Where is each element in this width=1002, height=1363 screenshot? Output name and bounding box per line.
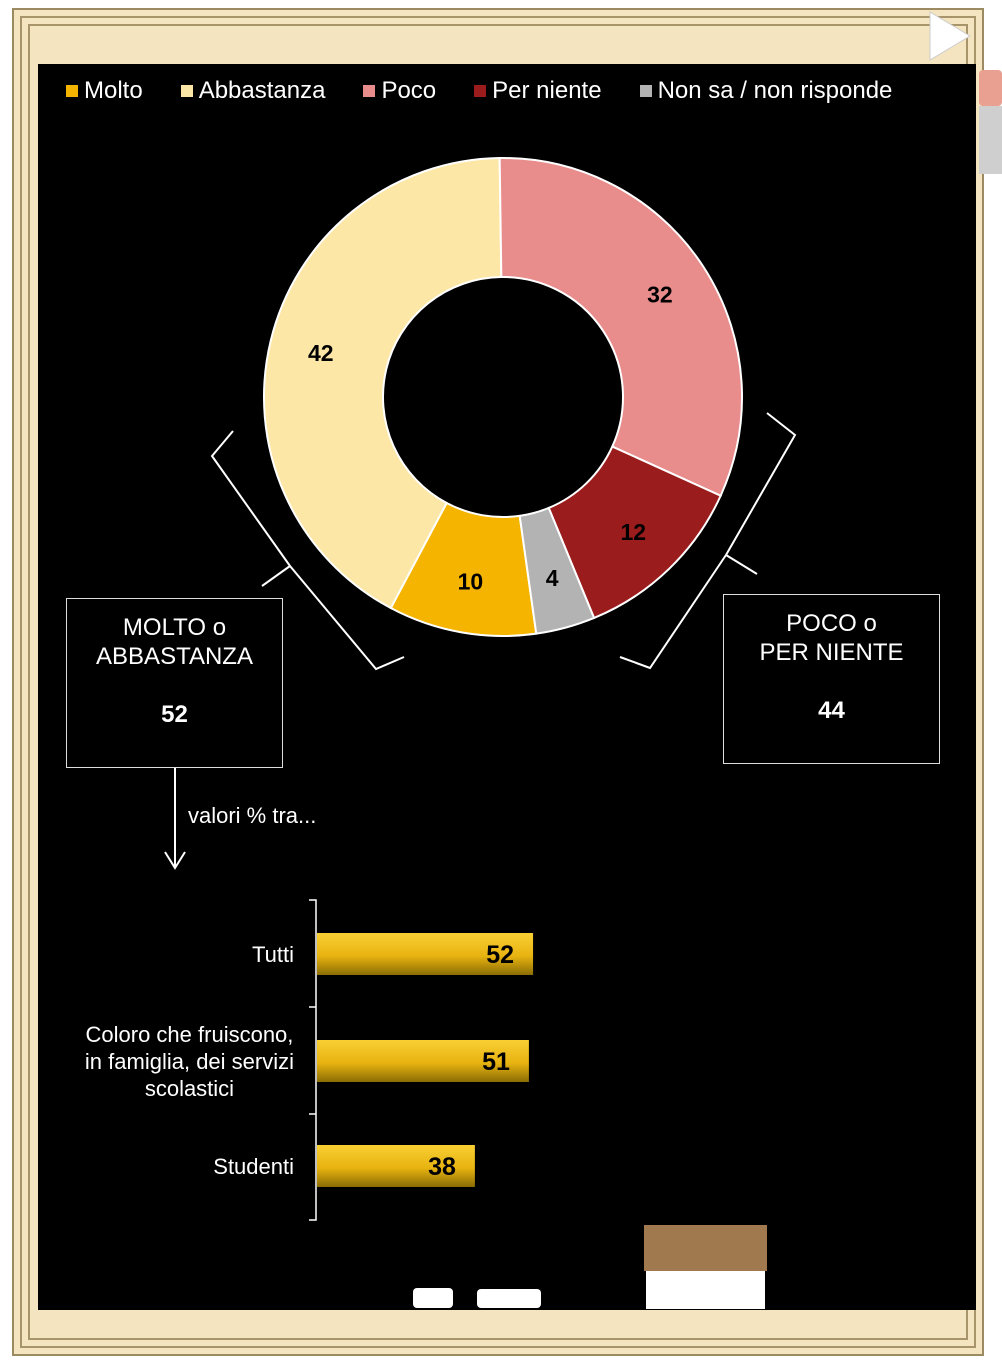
chalk-piece-long (477, 1289, 541, 1308)
legend-swatch-poco (363, 85, 376, 97)
chart-legend: Molto Abbastanza Poco Per niente Non sa … (66, 76, 892, 106)
bar-chart: 52 51 38 (309, 899, 534, 1221)
legend-item-abbastanza: Abbastanza (180, 77, 326, 105)
summary-left-value: 52 (161, 701, 188, 728)
donut-slice-poco (498, 157, 743, 498)
bar-axis (309, 899, 317, 1221)
legend-label-molto: Molto (84, 77, 143, 104)
legend-label-non-sa: Non sa / non risponde (657, 77, 893, 104)
eraser-base (646, 1271, 765, 1309)
summary-box-molto-abbastanza: MOLTO o ABBASTANZA 52 (66, 598, 283, 768)
donut-label-abbastanza: 42 (308, 340, 334, 366)
bar-category-label-2: Studenti (213, 1153, 294, 1179)
legend-label-poco: Poco (381, 77, 437, 104)
chalk-piece (413, 1288, 453, 1308)
summary-left-line2: ABBASTANZA (96, 643, 253, 670)
legend-swatch-non-sa (639, 85, 652, 97)
bar-category-label-0: Tutti (252, 941, 294, 967)
donut-label-per-niente: 12 (620, 519, 646, 545)
summary-right-value: 44 (818, 697, 845, 724)
eraser-felt (644, 1225, 767, 1271)
legend-swatch-molto (66, 85, 78, 97)
pencil-tip (929, 11, 971, 61)
donut-slice-abbastanza (263, 157, 503, 610)
left-bracket (210, 430, 405, 671)
donut-slice-non-sa (518, 506, 596, 635)
donut-chart: 10 42 32 12 4 (263, 157, 743, 637)
summary-right-line2: PER NIENTE (759, 639, 904, 666)
bar-value-label-2: 38 (428, 1153, 456, 1181)
summary-left-line1: MOLTO o (122, 614, 227, 641)
legend-item-non-sa: Non sa / non risponde (639, 77, 893, 105)
bar-1 (317, 1040, 529, 1082)
bar-value-label-0: 52 (486, 941, 514, 969)
legend-item-per-niente: Per niente (474, 77, 602, 105)
donut-label-molto: 10 (458, 569, 484, 595)
pencil-eraser (979, 70, 1002, 106)
pencil-decoration (929, 11, 1002, 174)
summary-right-line1: POCO o (786, 610, 877, 637)
bar-value-label-1: 51 (482, 1048, 510, 1076)
donut-label-poco: 32 (647, 281, 673, 307)
legend-swatch-abbastanza (180, 85, 193, 97)
legend-swatch-per-niente (474, 85, 487, 97)
bar-category-label-1: Coloro che fruiscono, in famiglia, dei se… (84, 1021, 294, 1101)
down-arrow-icon (164, 768, 186, 870)
values-note: valori % tra... (188, 803, 317, 828)
legend-label-per-niente: Per niente (492, 77, 602, 104)
pencil-ferrule (979, 106, 1002, 174)
legend-label-abbastanza: Abbastanza (198, 77, 326, 104)
legend-item-poco: Poco (363, 77, 436, 105)
summary-box-poco-per-niente: POCO o PER NIENTE 44 (723, 594, 940, 764)
bar-0 (317, 933, 534, 975)
bar-2 (317, 1145, 475, 1187)
legend-item-molto: Molto (66, 77, 143, 105)
right-bracket (619, 412, 797, 670)
donut-label-non-sa: 4 (546, 565, 559, 591)
